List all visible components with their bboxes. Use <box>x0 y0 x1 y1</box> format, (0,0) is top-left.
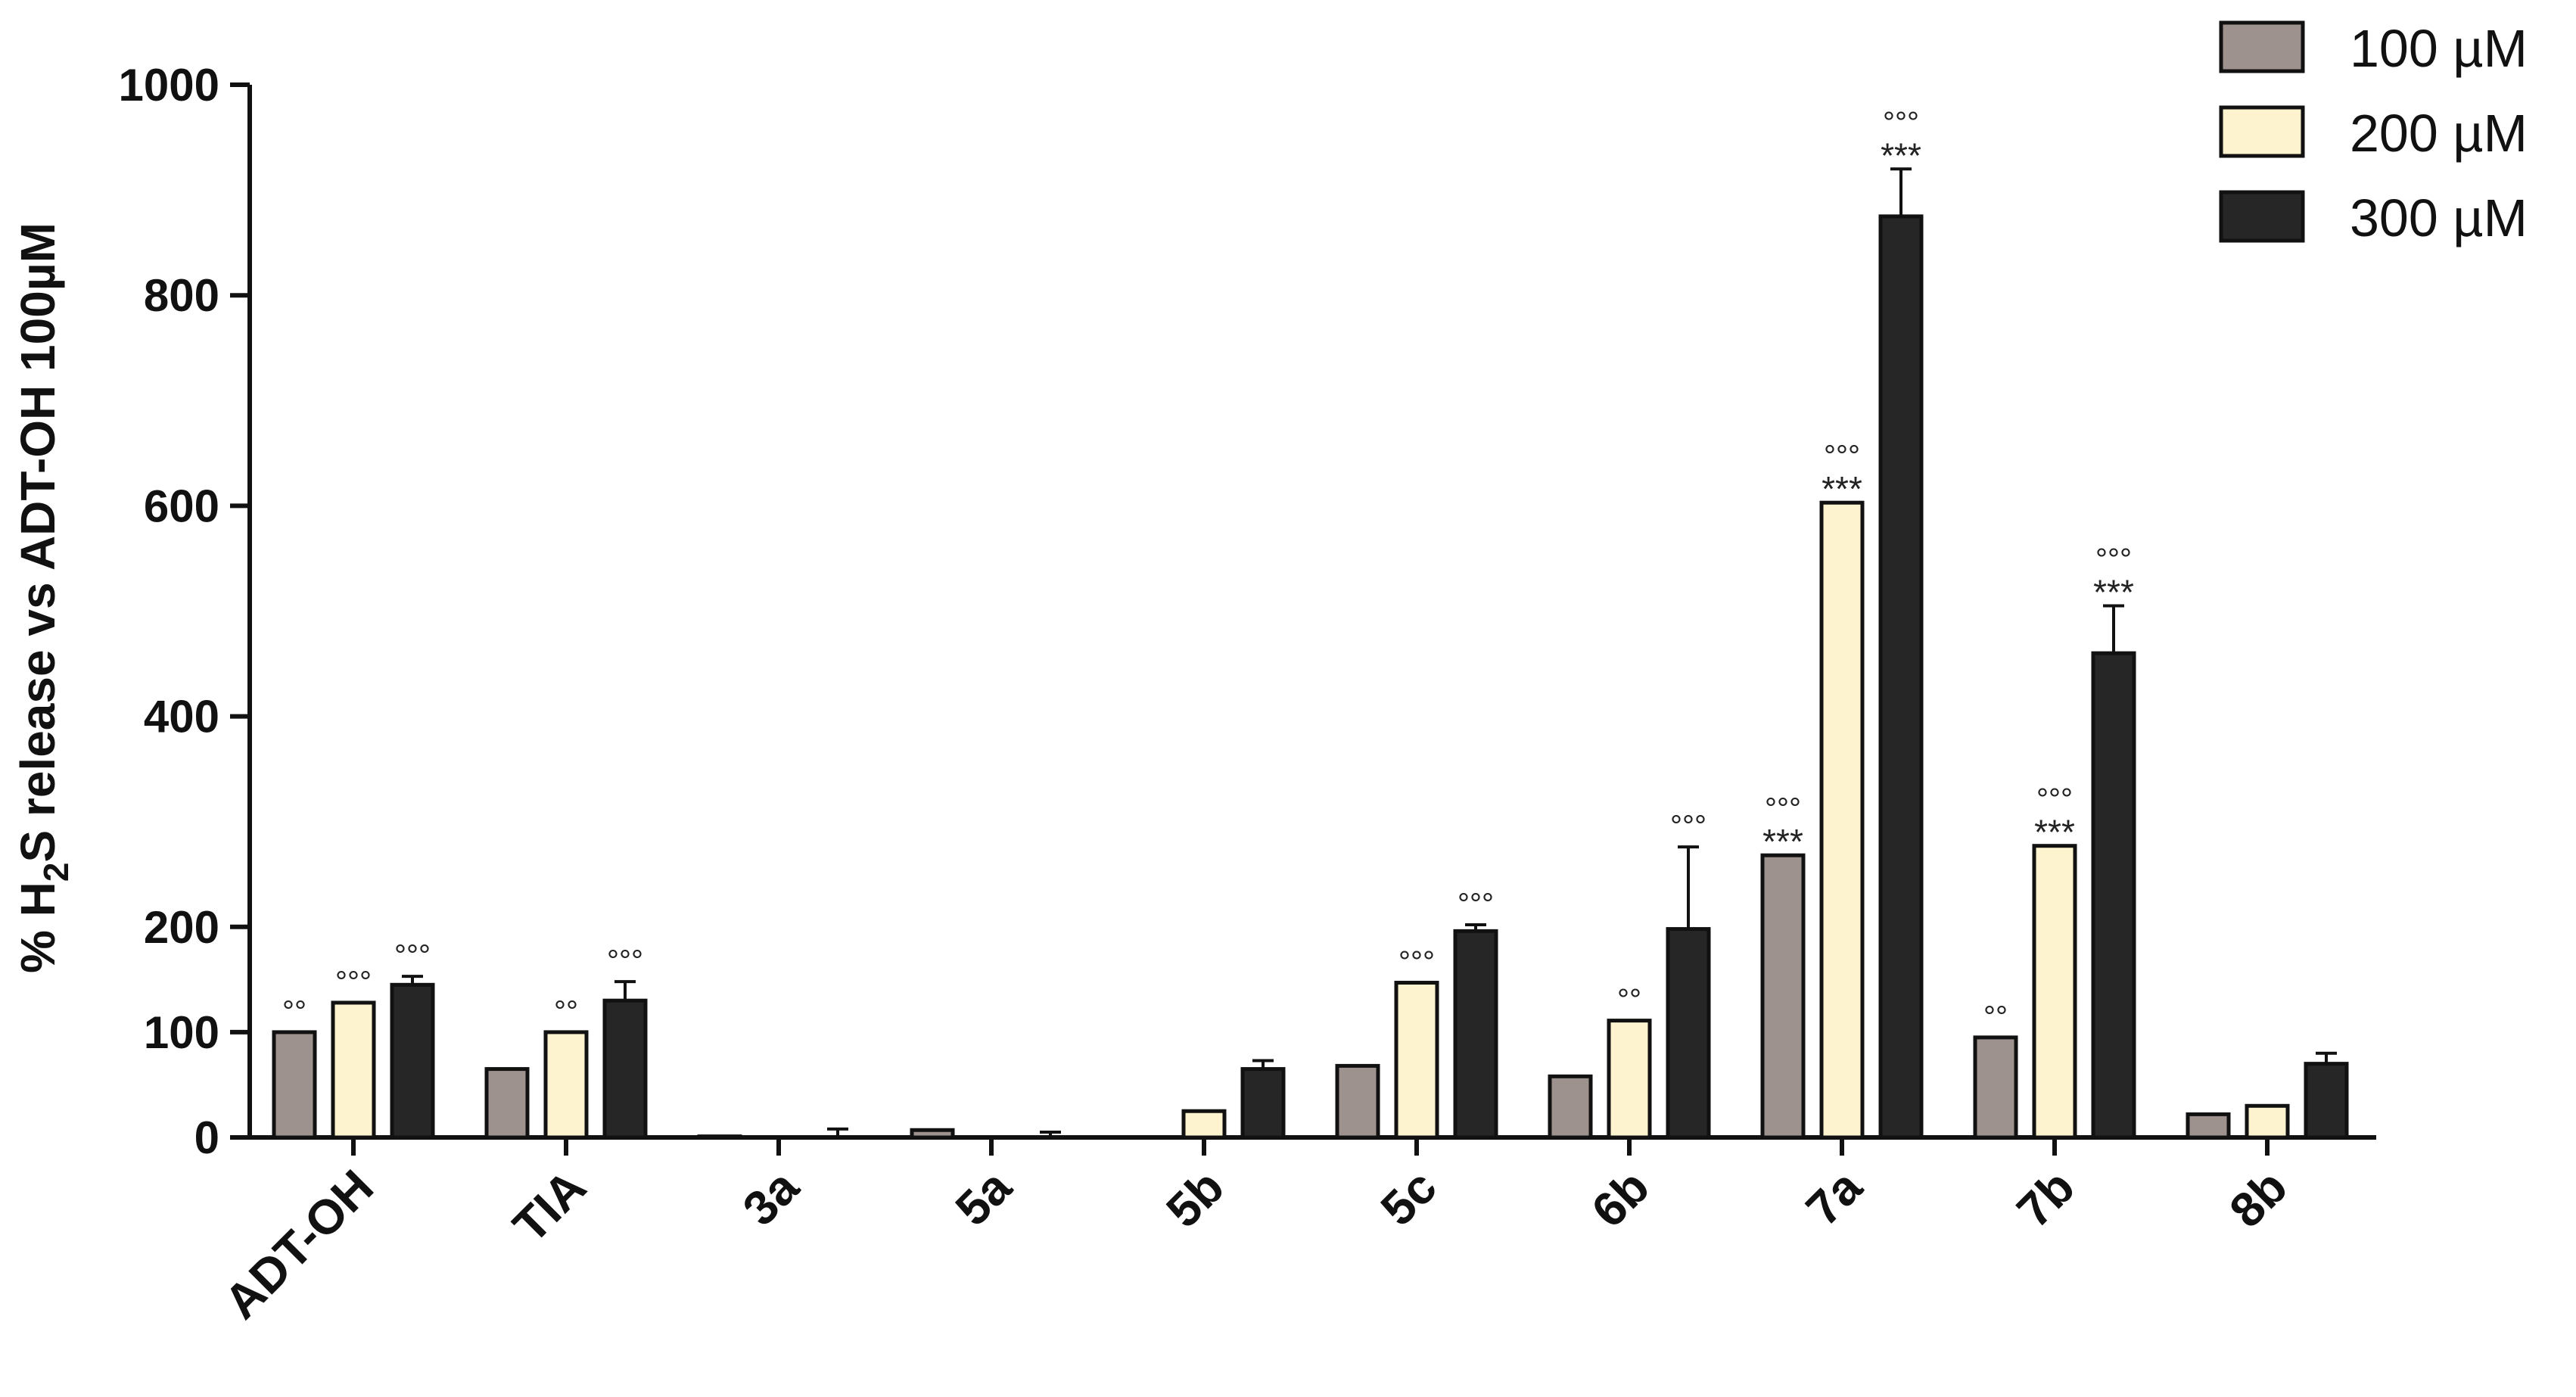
y-tick-label: 800 <box>144 270 219 321</box>
bar <box>331 1000 376 1140</box>
bar <box>2304 1062 2349 1140</box>
y-tick-label: 200 <box>144 902 219 953</box>
bar <box>484 1067 530 1140</box>
bar <box>272 1030 317 1140</box>
bar <box>1973 1035 2018 1140</box>
bar <box>2032 844 2077 1140</box>
bar <box>2186 1112 2231 1140</box>
significance-circles: °°° <box>1765 792 1801 826</box>
category-label: 7b <box>2006 1159 2085 1238</box>
legend: 100 µM 200 µM 300 µM <box>2219 19 2528 247</box>
category-label: 6b <box>1581 1159 1660 1238</box>
significance-stars: *** <box>1881 135 1921 175</box>
plot-area: 01002004006008001000ADT-OH°°°°°°°°TIA°°°… <box>119 60 2376 1329</box>
category-label: 5a <box>945 1159 1022 1237</box>
significance-stars: *** <box>2034 813 2075 852</box>
bar <box>1607 1019 1652 1140</box>
y-axis-title: % H2S release vs ADT-OH 100µM <box>11 222 76 973</box>
y-tick-label: 600 <box>144 481 219 531</box>
significance-circles: °°° <box>1398 946 1435 979</box>
category-label: TIA <box>502 1159 596 1253</box>
category-label: ADT-OH <box>214 1159 384 1329</box>
ylabel-subscript: 2 <box>36 863 76 882</box>
significance-circles: °° <box>554 995 578 1028</box>
y-tick-label: 1000 <box>119 60 219 110</box>
significance-stars: *** <box>1762 822 1803 861</box>
bar <box>1181 1109 1227 1140</box>
bar <box>1760 853 1806 1140</box>
significance-circles: °°° <box>607 944 643 978</box>
significance-circles: °°° <box>1670 810 1706 843</box>
bar <box>910 1128 955 1140</box>
legend-swatch <box>2219 20 2305 73</box>
ylabel-part-2: S release vs ADT-OH 100µM <box>11 222 65 863</box>
significance-circles: °°° <box>335 966 372 999</box>
bar <box>390 982 435 1140</box>
legend-label: 200 µM <box>2350 104 2528 163</box>
bar <box>2091 651 2136 1140</box>
significance-circles: °°° <box>1883 106 1919 139</box>
bar <box>1240 1067 1286 1140</box>
bar <box>2245 1103 2290 1140</box>
legend-label: 300 µM <box>2350 188 2528 247</box>
category-label: 8b <box>2219 1159 2298 1238</box>
bar <box>1548 1074 1593 1140</box>
bar <box>1453 929 1498 1140</box>
category-label: 7a <box>1796 1159 1873 1237</box>
bar <box>1878 214 1924 1140</box>
significance-circles: °° <box>1983 1000 2008 1034</box>
bar <box>1335 1063 1380 1140</box>
significance-circles: °°° <box>2036 783 2073 817</box>
significance-circles: °°° <box>1458 888 1494 921</box>
significance-stars: *** <box>1822 469 1862 509</box>
significance-circles: °°° <box>394 939 431 972</box>
bar <box>602 998 648 1140</box>
significance-stars: *** <box>2093 573 2134 612</box>
category-label: 5c <box>1370 1159 1447 1236</box>
significance-circles: °°° <box>2095 543 2132 577</box>
y-tick-label: 100 <box>144 1007 219 1058</box>
category-label: 3a <box>733 1159 810 1237</box>
legend-swatch <box>2219 190 2305 243</box>
bar <box>543 1030 589 1140</box>
category-label: 5b <box>1156 1159 1234 1238</box>
bar <box>1394 981 1439 1140</box>
significance-circles: °° <box>1617 984 1641 1017</box>
svg-text:% H2S release vs ADT-OH 100µM: % H2S release vs ADT-OH 100µM <box>11 222 76 973</box>
legend-label: 100 µM <box>2350 19 2528 78</box>
legend-swatch <box>2219 105 2305 158</box>
bar <box>1819 500 1865 1140</box>
significance-circles: °°° <box>1824 440 1860 473</box>
significance-circles: °° <box>282 995 306 1028</box>
y-tick-label: 0 <box>194 1112 219 1163</box>
y-tick-label: 400 <box>144 692 219 742</box>
bar <box>1666 927 1711 1140</box>
ylabel-part-1: % H <box>11 882 65 973</box>
